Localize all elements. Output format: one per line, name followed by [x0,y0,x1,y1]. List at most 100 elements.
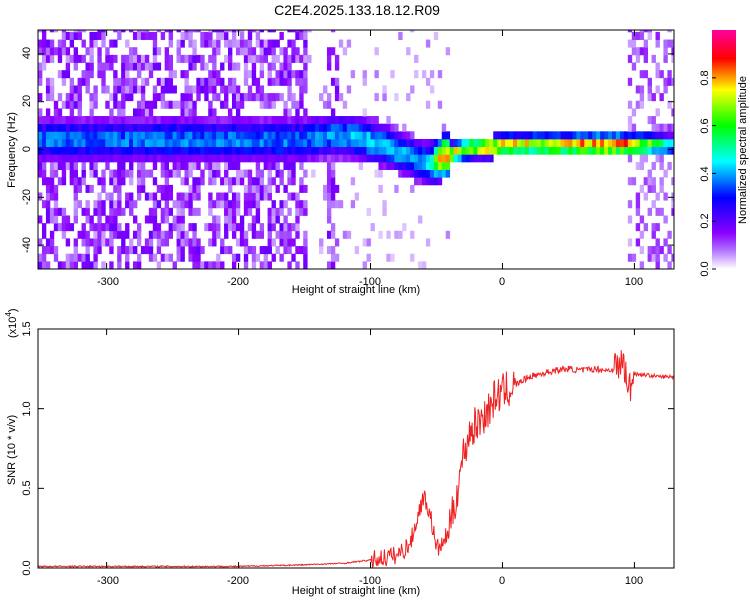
spectrogram-cell [255,138,261,148]
spectrogram-cell [172,100,177,109]
spectrogram-cell [528,146,534,155]
spectrogram-cell [196,192,201,201]
spectrogram-cell [224,215,229,224]
spectrogram-cell [38,215,43,224]
spectrogram-cell [216,31,221,40]
spectrogram-cell [592,146,597,155]
spectrogram-cell [133,123,138,132]
spectrogram-cell [89,223,94,232]
spectrogram-cell [513,138,518,148]
spectrogram-cell [129,131,134,140]
spectrogram-cell [667,138,672,148]
spectrogram-cell [247,200,253,209]
spectrogram-cell [109,54,114,63]
spectrogram-cell [228,154,233,163]
spectrogram-cell [299,93,304,102]
spectrogram-cell [663,169,668,178]
spectrogram-cell [121,131,126,140]
spectrogram-cell [354,154,360,163]
spectrogram-cell [45,116,51,125]
spectrogram-cell [231,215,237,224]
spectrogram-cell [667,39,672,48]
spectrogram-cell [41,131,47,140]
spectrogram-cell [105,62,110,71]
spectrogram-cell [643,39,649,48]
spectrogram-cell [176,161,181,170]
spectrogram-cell [572,146,577,155]
spectrogram-cell [615,146,621,155]
spectrogram-cell [148,154,154,163]
spectrogram-cell [239,238,245,247]
spectrogram-cell [188,146,193,155]
spectrogram-cell [53,207,59,216]
spectrogram-cell [295,154,300,163]
spectrogram-cell [568,138,573,148]
spectrogram-cell [65,154,71,163]
spectrogram-cell [231,177,237,186]
spectrogram-cell [386,123,391,132]
spectrogram-cell [287,161,292,170]
spectrogram-cell [671,253,674,262]
spectrogram-cell [437,154,443,163]
spectrogram-cell [655,154,660,163]
spectrogram-cell [45,215,51,224]
spectrogram-cell [493,138,498,148]
spectrogram-cell [326,161,332,170]
spectrogram-cell [212,123,217,132]
spectrogram-cell [299,177,304,186]
spectrogram-cell [61,146,67,155]
spectrogram-cell [220,77,225,86]
spectrogram-cell [326,230,332,239]
spectrogram-cell [97,116,102,125]
spectrogram-cell [216,138,221,148]
spectrogram-cell [647,253,652,262]
spectrogram-cell [406,138,411,148]
spectrogram-cell [433,31,439,40]
spectrogram-cell [89,62,94,71]
spectrogram-cell [77,253,82,262]
spectrogram-cell [390,70,395,79]
spectrogram-cell [73,47,78,56]
spectrogram-cell [168,223,173,232]
spectrogram-cell [212,54,217,63]
spectrogram-cell [129,177,134,186]
spectrogram-cell [38,253,43,262]
spectrogram-cell [291,154,296,163]
spectrogram-cell [164,207,170,216]
spectrogram-cell [239,39,245,48]
spectrogram-cell [671,177,674,186]
spectrogram-cell [73,93,78,102]
spectrogram-cell [259,85,265,94]
spectrogram-cell [643,131,649,140]
spectrogram-cell [394,138,399,148]
spectrogram-cell [129,77,134,86]
spectrogram-cell [461,138,466,148]
spectrogram-cell [350,177,356,186]
spectrogram-cell [129,116,134,125]
spectrogram-cell [93,253,98,262]
spectrogram-cell [259,70,265,79]
spectrogram-cell [121,30,126,33]
spectrogram-cell [354,246,360,255]
spectrogram-cell [61,230,67,239]
spectrogram-cell [615,138,621,148]
spectrogram-cell [65,31,71,40]
spectrogram-cell [326,93,332,102]
spectrogram-cell [639,230,645,239]
spectrogram-cell [184,131,189,140]
spectrogram-cell [647,30,652,33]
spectrogram-cell [152,207,158,216]
spectrogram-cell [303,253,308,262]
spectrogram-cell [144,108,150,117]
spectrogram-cell [243,253,249,262]
spectrogram-cell [560,138,565,148]
spectrogram-cell [196,116,201,125]
spectrogram-cell [152,39,158,48]
spectrogram-cell [319,116,324,125]
spectrogram-cell [97,192,102,201]
spectrogram-cell [362,123,367,132]
spectrogram-cell [655,131,660,140]
spectrogram-cell [121,93,126,102]
spectrogram-cell [121,116,126,125]
spectrogram-cell [192,192,197,201]
